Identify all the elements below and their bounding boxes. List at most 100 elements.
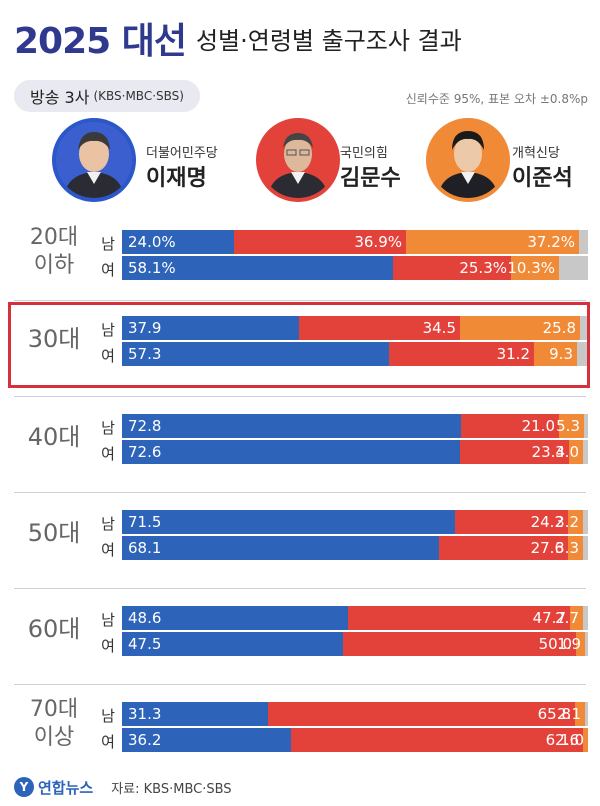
group-separator bbox=[14, 300, 586, 301]
bar-row: 71.5 24.2 3.2 bbox=[122, 510, 588, 534]
age-label: 50대 bbox=[27, 519, 81, 547]
candidate-3-party: 개혁신당 bbox=[512, 146, 560, 161]
bar-segment-김문수 bbox=[348, 606, 570, 630]
candidate-2-party: 국민의힘 bbox=[340, 146, 388, 161]
bar-row: 31.3 65.8 2.1 bbox=[122, 702, 588, 726]
person-icon bbox=[430, 122, 506, 198]
title-subtitle: 성별·연령별 출구조사 결과 bbox=[195, 26, 462, 55]
bar-segment-이준석 bbox=[568, 510, 583, 534]
broadcaster-detail: (KBS·MBC·SBS) bbox=[93, 89, 184, 103]
bar-segment-김문수 bbox=[389, 342, 534, 366]
sex-label: 남 bbox=[101, 321, 115, 339]
candidate-2-photo bbox=[256, 118, 340, 202]
data-label: 25.3% bbox=[459, 259, 507, 277]
bar-segment-이준석 bbox=[460, 316, 580, 340]
title-year: 2025 대선 bbox=[14, 21, 187, 62]
data-label: 37.2% bbox=[527, 233, 575, 251]
data-label: 57.3 bbox=[128, 345, 162, 363]
candidate-2-name: 김문수 bbox=[340, 166, 401, 191]
group-separator bbox=[14, 492, 586, 493]
data-label: 25.8 bbox=[542, 319, 576, 337]
bar-row: 72.8 21.0 5.3 bbox=[122, 414, 588, 438]
bar-segment-이준석 bbox=[568, 536, 583, 560]
bar-segment-이재명 bbox=[122, 510, 455, 534]
bar-row: 37.9 34.5 25.8 bbox=[122, 316, 588, 340]
bar-segment-이재명 bbox=[122, 728, 291, 752]
bar-segment-이준석 bbox=[534, 342, 577, 366]
bar-segment-김문수 bbox=[439, 536, 568, 560]
yonhap-logo-icon: Y bbox=[14, 777, 34, 797]
data-label: 50.0 bbox=[538, 635, 572, 653]
data-label: 21.0 bbox=[521, 417, 555, 435]
data-label: 65.8 bbox=[537, 705, 571, 723]
bar-row: 72.6 23.4 3.0 bbox=[122, 440, 588, 464]
bar-row: 58.1% 25.3% 10.3% bbox=[122, 256, 588, 280]
candidate-1-party: 더불어민주당 bbox=[146, 146, 218, 161]
data-label: 5.3 bbox=[556, 417, 580, 435]
bar-segment-김문수 bbox=[299, 316, 460, 340]
data-label: 58.1% bbox=[128, 259, 176, 277]
bar-segment-김문수 bbox=[455, 510, 568, 534]
group-separator bbox=[14, 588, 586, 589]
sex-label: 남 bbox=[101, 515, 115, 533]
broadcaster-tag: 방송 3사 (KBS·MBC·SBS) bbox=[14, 80, 200, 112]
age-label: 20대 이하 bbox=[29, 225, 79, 278]
person-icon bbox=[56, 122, 132, 198]
bar-segment-이재명 bbox=[122, 632, 343, 656]
candidate-1-name: 이재명 bbox=[146, 166, 207, 191]
sex-label: 여 bbox=[101, 347, 115, 365]
group-separator bbox=[14, 684, 586, 685]
publisher-logo: 연합뉴스 bbox=[38, 778, 94, 797]
bar-row: 48.6 47.7 2.7 bbox=[122, 606, 588, 630]
bar-row: 57.3 31.2 9.3 bbox=[122, 342, 588, 366]
sex-label: 여 bbox=[101, 733, 115, 751]
broadcaster-main: 방송 3사 bbox=[30, 88, 90, 107]
data-label: 2.7 bbox=[555, 609, 579, 627]
data-label: 3.0 bbox=[555, 443, 579, 461]
bar-segment-이재명 bbox=[122, 414, 461, 438]
bar-row: 36.2 62.6 1.0 bbox=[122, 728, 588, 752]
data-label: 36.2 bbox=[128, 731, 162, 749]
bar-segment-이재명 bbox=[122, 440, 460, 464]
bar-segment-김문수 bbox=[460, 440, 569, 464]
bar-segment-이재명 bbox=[122, 536, 439, 560]
bar-row: 68.1 27.6 3.3 bbox=[122, 536, 588, 560]
sex-label: 남 bbox=[101, 235, 115, 253]
bar-segment-이준석 bbox=[570, 606, 583, 630]
data-label: 31.2 bbox=[496, 345, 530, 363]
bar-segment-이재명 bbox=[122, 230, 234, 254]
bar-segment-이재명 bbox=[122, 606, 348, 630]
bar-segment-이준석 bbox=[583, 728, 588, 752]
candidate-1-photo bbox=[52, 118, 136, 202]
footer: Y 연합뉴스 자료: KBS·MBC·SBS bbox=[14, 774, 232, 800]
data-label: 27.6 bbox=[530, 539, 564, 557]
data-label: 68.1 bbox=[128, 539, 162, 557]
bar-segment-이준석 bbox=[576, 632, 585, 656]
data-label: 72.8 bbox=[128, 417, 162, 435]
data-label: 24.0% bbox=[128, 233, 176, 251]
data-label: 62.6 bbox=[545, 731, 579, 749]
bar-segment-김문수 bbox=[343, 632, 576, 656]
data-label: 2.1 bbox=[557, 705, 581, 723]
data-label: 3.3 bbox=[555, 539, 579, 557]
bar-segment-이재명 bbox=[122, 256, 393, 280]
bar-segment-이준석 bbox=[511, 256, 559, 280]
sex-label: 여 bbox=[101, 261, 115, 279]
bar-segment-이재명 bbox=[122, 316, 299, 340]
age-label: 70대 이상 bbox=[29, 697, 79, 750]
age-label: 30대 bbox=[27, 325, 81, 353]
data-label: 47.5 bbox=[128, 635, 162, 653]
data-label: 37.9 bbox=[128, 319, 162, 337]
person-icon bbox=[260, 122, 336, 198]
data-label: 9.3 bbox=[549, 345, 573, 363]
data-label: 71.5 bbox=[128, 513, 162, 531]
age-label: 60대 bbox=[27, 615, 81, 643]
data-label: 24.2 bbox=[530, 513, 564, 531]
sex-label: 남 bbox=[101, 611, 115, 629]
data-label: 1.0 bbox=[560, 731, 584, 749]
group-separator bbox=[14, 396, 586, 397]
sex-label: 남 bbox=[101, 419, 115, 437]
data-label: 10.3% bbox=[507, 259, 555, 277]
candidate-2: 국민의힘 김문수 bbox=[256, 118, 426, 210]
candidate-3-photo bbox=[426, 118, 510, 202]
